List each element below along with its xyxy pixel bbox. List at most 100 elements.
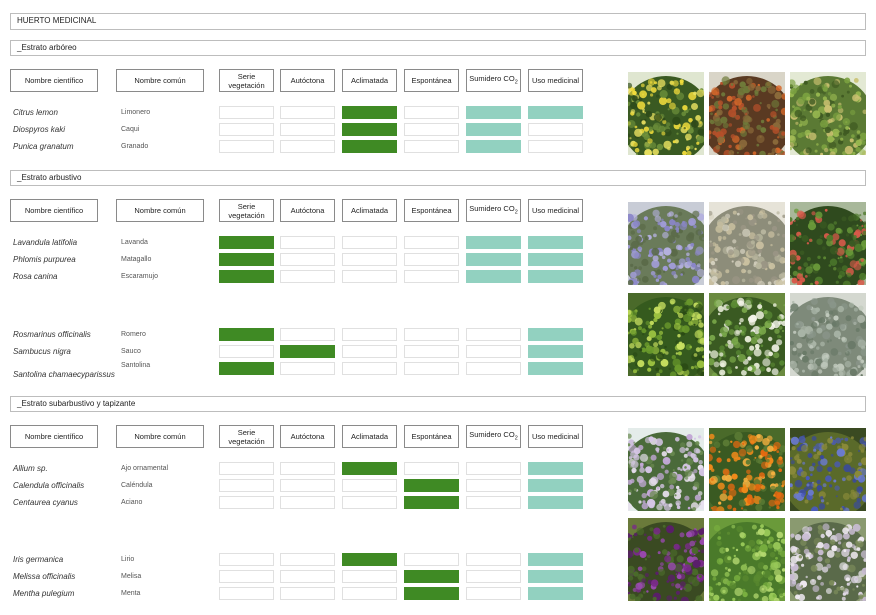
- attribute-cell: [280, 270, 335, 283]
- lemon-tree-photo: [628, 72, 704, 155]
- attribute-cell: [528, 587, 583, 600]
- column-header-label: Sumidero CO2: [469, 74, 518, 88]
- column-header-espontanea: Espontánea: [404, 69, 459, 92]
- attribute-cell: [280, 496, 335, 509]
- attribute-cell: [280, 328, 335, 341]
- plant-common-name: Melisa: [121, 573, 142, 580]
- column-header-label: Uso medicinal: [531, 432, 580, 441]
- plant-scientific-name: Punica granatum: [13, 142, 74, 151]
- column-header-label: Autóctona: [290, 432, 325, 441]
- attribute-cell: [219, 587, 274, 600]
- column-header-aclimatada: Aclimatada: [342, 425, 397, 448]
- page-title-bar: HUERTO MEDICINAL: [10, 13, 866, 30]
- attribute-cell: [342, 362, 397, 375]
- attribute-cell: [219, 140, 274, 153]
- attribute-cell: [280, 362, 335, 375]
- attribute-cell: [466, 140, 521, 153]
- column-header-serie: Serie vegetación: [219, 425, 274, 448]
- attribute-cell: [528, 123, 583, 136]
- sumidero-subscript: 2: [514, 209, 518, 216]
- sumidero-subscript: 2: [514, 435, 518, 442]
- attribute-cell: [466, 270, 521, 283]
- column-header-label: Nombre científico: [24, 206, 84, 215]
- attribute-cell: [219, 553, 274, 566]
- attribute-cell: [528, 362, 583, 375]
- attribute-cell: [219, 479, 274, 492]
- attribute-cell: [404, 553, 459, 566]
- plant-scientific-name: Centaurea cyanus: [13, 498, 78, 507]
- attribute-cell: [342, 345, 397, 358]
- column-header-aclimatada: Aclimatada: [342, 199, 397, 222]
- column-header-label: Sumidero CO2: [469, 430, 518, 444]
- column-header-label: Uso medicinal: [531, 76, 580, 85]
- attribute-cell: [219, 362, 274, 375]
- column-header-label: Serie vegetación: [228, 201, 265, 220]
- plant-common-name: Romero: [121, 331, 146, 338]
- attribute-cell: [280, 236, 335, 249]
- plant-common-name: Lavanda: [121, 239, 148, 246]
- rosehip-shrub-photo: [790, 202, 866, 285]
- column-header-label: Aclimatada: [350, 76, 389, 85]
- column-header-autoctona: Autóctona: [280, 69, 335, 92]
- attribute-cell: [528, 462, 583, 475]
- calendula-flowers-photo: [709, 428, 785, 511]
- plant-common-name: Aciano: [121, 499, 143, 506]
- attribute-cell: [342, 496, 397, 509]
- attribute-cell: [404, 587, 459, 600]
- attribute-cell: [404, 270, 459, 283]
- attribute-cell: [342, 253, 397, 266]
- allium-flowers-photo: [628, 428, 704, 511]
- plant-common-name: Lirio: [121, 556, 135, 563]
- plant-scientific-name: Allium sp.: [13, 464, 48, 473]
- attribute-cell: [466, 462, 521, 475]
- attribute-cell: [219, 253, 274, 266]
- attribute-cell: [528, 236, 583, 249]
- plant-common-name: Menta: [121, 590, 141, 597]
- plant-scientific-name: Phlomis purpurea: [13, 255, 76, 264]
- section-title: _Estrato subarbustivo y tapizante: [17, 399, 136, 408]
- attribute-cell: [219, 270, 274, 283]
- plant-scientific-name: Diospyros kaki: [13, 125, 66, 134]
- persimmon-tree-photo: [709, 72, 785, 155]
- sumidero-label: Sumidero CO: [469, 203, 515, 213]
- column-header-label: Serie vegetación: [228, 71, 265, 90]
- mint-flowers-photo: [790, 518, 866, 601]
- phlomis-shrub-photo: [709, 202, 785, 285]
- attribute-cell: [466, 236, 521, 249]
- attribute-cell: [528, 553, 583, 566]
- column-header-label: Aclimatada: [350, 432, 389, 441]
- column-header-label: Nombre científico: [24, 432, 84, 441]
- column-header-espontanea: Espontánea: [404, 199, 459, 222]
- pomegranate-tree-photo: [790, 72, 866, 155]
- attribute-cell: [342, 462, 397, 475]
- plant-common-name: Matagallo: [121, 256, 152, 263]
- column-header-label: Nombre científico: [24, 76, 84, 85]
- attribute-cell: [404, 570, 459, 583]
- attribute-cell: [466, 345, 521, 358]
- attribute-cell: [404, 345, 459, 358]
- attribute-cell: [280, 587, 335, 600]
- section-title-bar: _Estrato arbóreo: [10, 40, 866, 56]
- attribute-cell: [404, 106, 459, 119]
- attribute-cell: [342, 553, 397, 566]
- plant-scientific-name: Iris germanica: [13, 555, 64, 564]
- attribute-cell: [528, 345, 583, 358]
- attribute-cell: [342, 270, 397, 283]
- column-header-common: Nombre común: [116, 425, 204, 448]
- plant-scientific-name: Santolina chamaecyparissus: [13, 370, 115, 379]
- plant-scientific-name: Lavandula latifolia: [13, 238, 78, 247]
- attribute-cell: [219, 123, 274, 136]
- attribute-cell: [280, 553, 335, 566]
- santolina-photo: [790, 293, 866, 376]
- column-header-label: Espontánea: [411, 76, 452, 85]
- attribute-cell: [466, 362, 521, 375]
- column-header-label: Serie vegetación: [228, 427, 265, 446]
- attribute-cell: [342, 140, 397, 153]
- column-header-common: Nombre común: [116, 69, 204, 92]
- column-header-autoctona: Autóctona: [280, 199, 335, 222]
- attribute-cell: [466, 479, 521, 492]
- column-header-label: Uso medicinal: [531, 206, 580, 215]
- attribute-cell: [466, 553, 521, 566]
- attribute-cell: [466, 123, 521, 136]
- attribute-cell: [219, 570, 274, 583]
